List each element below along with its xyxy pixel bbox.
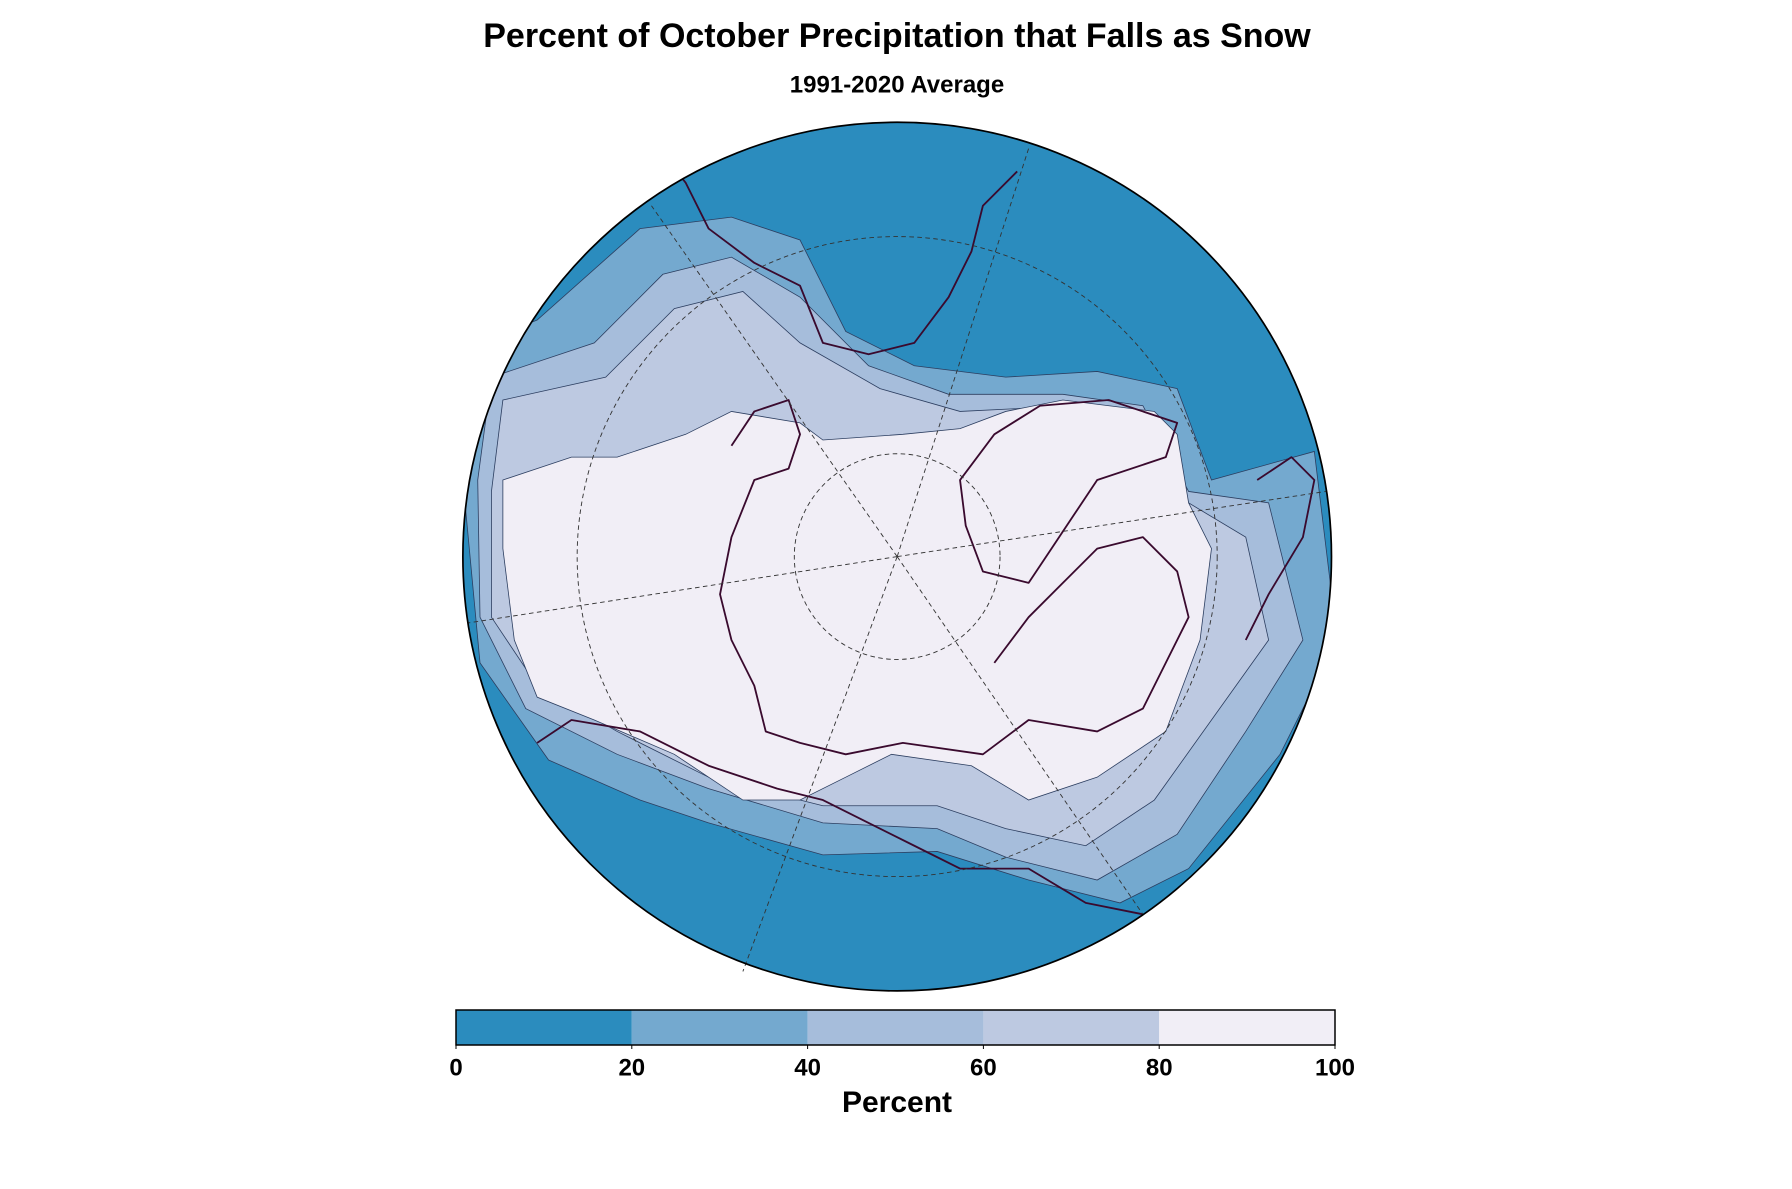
colorbar: 0 20 40 60 80 100: [449, 1009, 1355, 1081]
map-title: Percent of October Precipitation that Fa…: [483, 17, 1311, 55]
graticule: [468, 148, 1326, 972]
zone-80-100: [502, 399, 1212, 801]
colorbar-label: Percent: [842, 1086, 952, 1119]
colorbar-segment: [983, 1010, 1160, 1045]
colorbar-segment: [807, 1010, 984, 1045]
colorbar-tick-label: 40: [794, 1054, 821, 1081]
colorbar-tick-label: 60: [970, 1054, 997, 1081]
colorbar-tick-label: 100: [1315, 1054, 1355, 1081]
colorbar-frame: [455, 1009, 1336, 1046]
polar-map: [462, 121, 1333, 992]
colorbar-segment: [456, 1010, 632, 1045]
map-border: [462, 121, 1333, 992]
colorbar-tick-label: 80: [1146, 1054, 1173, 1081]
colorbar-tick-label: 20: [618, 1054, 645, 1081]
colorbar-segment: [1159, 1010, 1335, 1045]
map-subtitle: 1991-2020 Average: [790, 71, 1004, 98]
colorbar-segment: [631, 1010, 808, 1045]
colorbar-tick-label: 0: [449, 1054, 462, 1081]
